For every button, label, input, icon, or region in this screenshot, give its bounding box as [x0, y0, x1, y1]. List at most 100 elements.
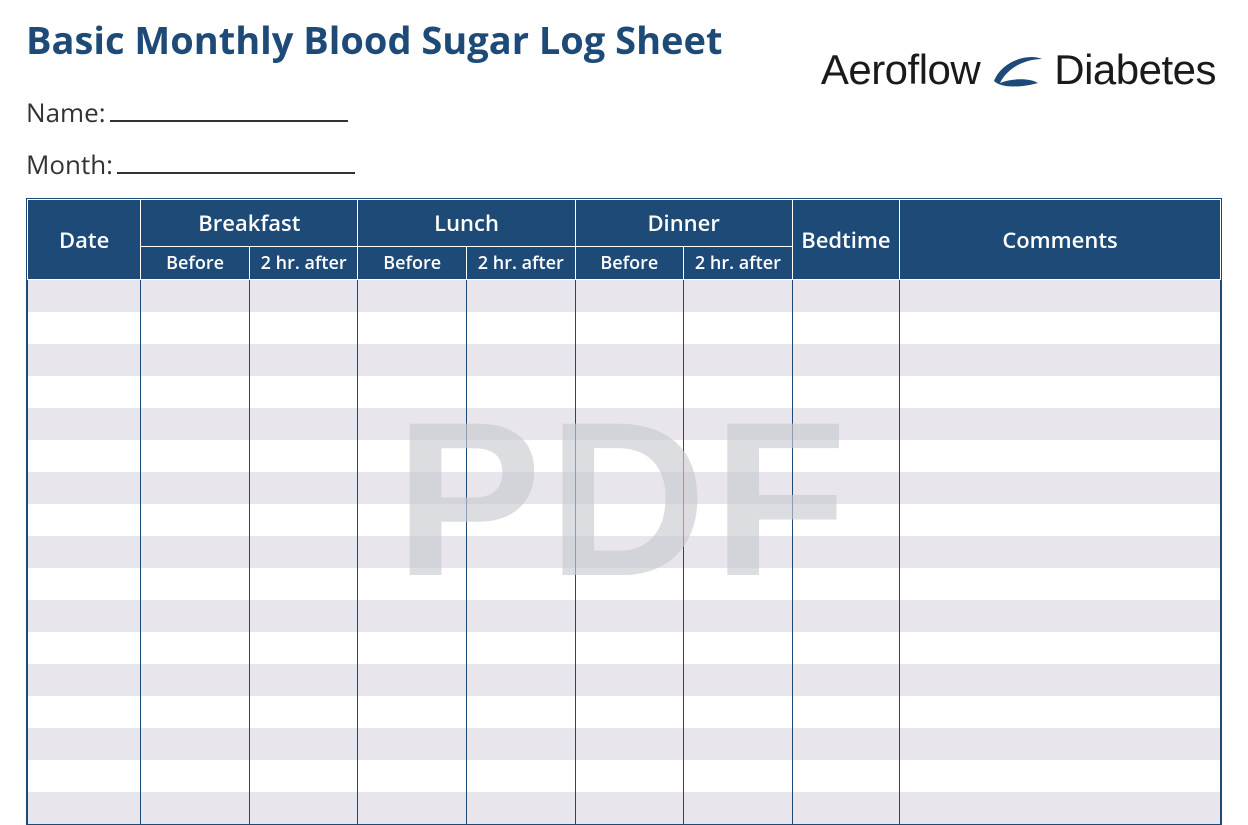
table-cell[interactable] [792, 600, 899, 632]
table-cell[interactable] [358, 696, 467, 728]
table-cell[interactable] [249, 696, 358, 728]
table-cell[interactable] [900, 760, 1221, 792]
table-cell[interactable] [141, 600, 250, 632]
table-cell[interactable] [900, 472, 1221, 504]
table-cell[interactable] [28, 280, 141, 312]
table-cell[interactable] [900, 440, 1221, 472]
table-cell[interactable] [141, 504, 250, 536]
table-cell[interactable] [900, 344, 1221, 376]
table-cell[interactable] [28, 568, 141, 600]
table-cell[interactable] [575, 664, 684, 696]
table-cell[interactable] [358, 504, 467, 536]
table-cell[interactable] [141, 280, 250, 312]
table-cell[interactable] [900, 504, 1221, 536]
table-cell[interactable] [792, 408, 899, 440]
table-cell[interactable] [249, 344, 358, 376]
table-cell[interactable] [684, 344, 793, 376]
table-cell[interactable] [249, 472, 358, 504]
table-cell[interactable] [467, 376, 576, 408]
table-cell[interactable] [792, 312, 899, 344]
table-cell[interactable] [575, 376, 684, 408]
table-cell[interactable] [792, 376, 899, 408]
table-cell[interactable] [900, 728, 1221, 760]
table-cell[interactable] [575, 600, 684, 632]
table-cell[interactable] [358, 632, 467, 664]
table-cell[interactable] [141, 536, 250, 568]
table-cell[interactable] [467, 632, 576, 664]
table-cell[interactable] [684, 536, 793, 568]
table-cell[interactable] [467, 440, 576, 472]
table-cell[interactable] [358, 280, 467, 312]
table-cell[interactable] [28, 472, 141, 504]
table-cell[interactable] [249, 728, 358, 760]
table-cell[interactable] [28, 376, 141, 408]
table-cell[interactable] [141, 376, 250, 408]
table-cell[interactable] [141, 440, 250, 472]
table-cell[interactable] [792, 440, 899, 472]
table-cell[interactable] [28, 344, 141, 376]
table-cell[interactable] [575, 632, 684, 664]
table-cell[interactable] [28, 440, 141, 472]
table-cell[interactable] [792, 280, 899, 312]
table-cell[interactable] [467, 536, 576, 568]
table-cell[interactable] [249, 280, 358, 312]
table-cell[interactable] [575, 760, 684, 792]
table-cell[interactable] [28, 760, 141, 792]
table-cell[interactable] [684, 792, 793, 824]
table-cell[interactable] [684, 696, 793, 728]
table-cell[interactable] [141, 728, 250, 760]
table-cell[interactable] [900, 536, 1221, 568]
table-cell[interactable] [249, 376, 358, 408]
table-cell[interactable] [358, 376, 467, 408]
table-cell[interactable] [900, 632, 1221, 664]
table-cell[interactable] [467, 344, 576, 376]
table-cell[interactable] [249, 440, 358, 472]
table-cell[interactable] [900, 792, 1221, 824]
table-cell[interactable] [684, 568, 793, 600]
table-cell[interactable] [141, 696, 250, 728]
table-cell[interactable] [249, 760, 358, 792]
table-cell[interactable] [28, 632, 141, 664]
table-cell[interactable] [358, 568, 467, 600]
table-cell[interactable] [358, 536, 467, 568]
table-cell[interactable] [900, 696, 1221, 728]
table-cell[interactable] [575, 504, 684, 536]
table-cell[interactable] [575, 728, 684, 760]
table-cell[interactable] [249, 536, 358, 568]
table-cell[interactable] [575, 536, 684, 568]
table-cell[interactable] [792, 728, 899, 760]
month-input-line[interactable] [117, 147, 355, 174]
table-cell[interactable] [467, 312, 576, 344]
table-cell[interactable] [141, 568, 250, 600]
table-cell[interactable] [358, 472, 467, 504]
table-cell[interactable] [467, 696, 576, 728]
table-cell[interactable] [792, 472, 899, 504]
table-cell[interactable] [141, 632, 250, 664]
table-cell[interactable] [28, 536, 141, 568]
table-cell[interactable] [28, 312, 141, 344]
table-cell[interactable] [28, 696, 141, 728]
table-cell[interactable] [575, 792, 684, 824]
table-cell[interactable] [467, 792, 576, 824]
table-cell[interactable] [467, 504, 576, 536]
table-cell[interactable] [467, 568, 576, 600]
table-cell[interactable] [684, 440, 793, 472]
table-cell[interactable] [575, 408, 684, 440]
table-cell[interactable] [792, 568, 899, 600]
table-cell[interactable] [141, 792, 250, 824]
table-cell[interactable] [249, 632, 358, 664]
table-cell[interactable] [28, 600, 141, 632]
table-cell[interactable] [684, 760, 793, 792]
table-cell[interactable] [358, 408, 467, 440]
table-cell[interactable] [28, 664, 141, 696]
table-cell[interactable] [575, 568, 684, 600]
table-cell[interactable] [792, 760, 899, 792]
table-cell[interactable] [358, 664, 467, 696]
table-cell[interactable] [358, 728, 467, 760]
table-cell[interactable] [249, 792, 358, 824]
table-cell[interactable] [684, 376, 793, 408]
table-cell[interactable] [684, 312, 793, 344]
table-cell[interactable] [684, 408, 793, 440]
table-cell[interactable] [141, 344, 250, 376]
name-input-line[interactable] [110, 95, 348, 122]
